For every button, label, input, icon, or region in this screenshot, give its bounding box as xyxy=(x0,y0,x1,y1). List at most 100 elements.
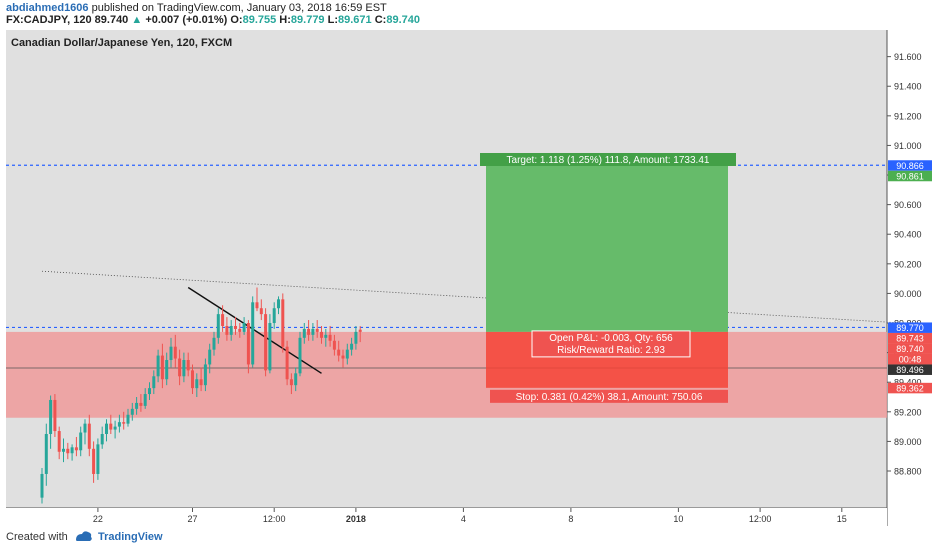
price-label: 89.770 xyxy=(896,323,924,333)
x-tick-label: 15 xyxy=(837,514,847,524)
candle-body xyxy=(255,302,259,309)
price-label: 90.866 xyxy=(896,161,924,171)
plot-area xyxy=(6,30,887,508)
candle-body xyxy=(285,346,289,380)
y-tick-label: 91.200 xyxy=(894,111,922,121)
chart[interactable]: Canadian Dollar/Japanese Yen, 120, FXCM … xyxy=(0,30,932,526)
candle-body xyxy=(337,349,341,356)
stop-label-bg xyxy=(490,389,728,403)
candle-body xyxy=(195,379,199,389)
candle-body xyxy=(126,414,130,424)
candle-body xyxy=(53,399,57,432)
candle-body xyxy=(328,334,332,341)
high-value: 89.779 xyxy=(290,14,325,26)
y-tick-label: 90.000 xyxy=(894,289,922,299)
candle-body xyxy=(165,360,169,380)
candle-body xyxy=(324,334,328,338)
candle-body xyxy=(229,325,233,335)
footer: Created with TradingView xyxy=(0,526,932,550)
candle-body xyxy=(315,328,319,332)
candle-body xyxy=(113,426,117,430)
close-label: C: xyxy=(374,14,387,26)
author-link[interactable]: abdiahmed1606 xyxy=(6,2,89,14)
candle-body xyxy=(178,358,182,377)
y-tick-label: 90.200 xyxy=(894,259,922,269)
candle-body xyxy=(173,346,177,359)
candle-body xyxy=(87,423,91,449)
tradingview-logo-icon xyxy=(76,531,92,541)
candle-body xyxy=(302,328,306,338)
price-label: 00:48 xyxy=(899,354,922,364)
change-arrow-icon: ▲ xyxy=(131,14,143,26)
candle-body xyxy=(311,328,315,335)
x-tick-label: 8 xyxy=(568,514,573,524)
price-label-bg xyxy=(888,343,932,354)
y-tick-label: 89.400 xyxy=(894,378,922,388)
x-tick-label: 22 xyxy=(93,514,103,524)
candle-body xyxy=(105,423,108,435)
candle-body xyxy=(208,349,212,365)
time-axis xyxy=(6,508,887,526)
symbol-label: FX:CADJPY, 120 xyxy=(6,14,92,26)
created-with-label: Created with xyxy=(6,531,68,543)
candle-body xyxy=(281,299,285,347)
y-tick-label: 90.400 xyxy=(894,230,922,240)
candle-body xyxy=(341,355,345,359)
candle-body xyxy=(62,448,65,452)
candle-body xyxy=(307,328,311,335)
candle-body xyxy=(191,370,194,389)
price-label-bg xyxy=(888,382,932,394)
candle-body xyxy=(40,473,44,498)
last-price: 89.740 xyxy=(94,14,129,26)
price-label-bg xyxy=(888,364,932,375)
candle-body xyxy=(289,379,293,386)
candle-body xyxy=(152,376,156,389)
candle-body xyxy=(294,373,298,386)
price-label-bg xyxy=(888,170,932,182)
dotted-trendline xyxy=(41,270,903,324)
x-tick-label: 12:00 xyxy=(749,514,772,524)
candle-body xyxy=(264,314,268,371)
chart-title: Canadian Dollar/Japanese Yen, 120, FXCM xyxy=(11,37,232,49)
x-tick-label: 27 xyxy=(187,514,197,524)
high-label: H: xyxy=(279,14,291,26)
tradingview-brand-link[interactable]: TradingView xyxy=(98,531,163,543)
candle-body xyxy=(117,422,121,427)
x-tick-label: 4 xyxy=(461,514,466,524)
candle-body xyxy=(234,325,237,329)
y-tick-label: 88.800 xyxy=(894,467,922,477)
candle-body xyxy=(74,447,78,451)
y-tick-label: 89.200 xyxy=(894,407,922,417)
price-label-bg xyxy=(888,332,932,344)
candle-body xyxy=(130,408,134,415)
x-tick-label: 10 xyxy=(673,514,683,524)
publish-info: abdiahmed1606 published on TradingView.c… xyxy=(6,2,387,14)
candle-body xyxy=(212,337,216,350)
candle-body xyxy=(96,444,100,474)
candle-body xyxy=(83,423,87,433)
candle-body xyxy=(70,447,74,454)
candle-body xyxy=(268,323,272,371)
low-label: L: xyxy=(327,14,339,26)
y-tick-label: 91.600 xyxy=(894,52,922,62)
candle-body xyxy=(246,323,250,365)
low-value: 89.671 xyxy=(338,14,372,26)
candle-body xyxy=(57,431,61,452)
candle-body xyxy=(350,343,354,350)
price-label: 90.861 xyxy=(896,171,924,181)
target-label: Target: 1.118 (1.25%) 111.8, Amount: 173… xyxy=(507,155,710,166)
candle-body xyxy=(242,323,246,332)
candle-body xyxy=(100,434,104,445)
price-label-bg xyxy=(888,353,932,365)
candle-body xyxy=(92,448,96,474)
change-value: +0.007 (+0.01%) xyxy=(145,14,228,26)
candle-body xyxy=(238,328,242,332)
candle-body xyxy=(49,399,53,435)
price-label: 89.740 xyxy=(896,344,924,354)
candle-body xyxy=(272,308,276,324)
candle-body xyxy=(251,302,255,365)
candle-body xyxy=(345,349,349,359)
pnl-label: Open P&L: -0.003, Qty: 656 xyxy=(549,333,673,344)
candle-body xyxy=(169,346,173,361)
candle-body xyxy=(109,423,113,430)
